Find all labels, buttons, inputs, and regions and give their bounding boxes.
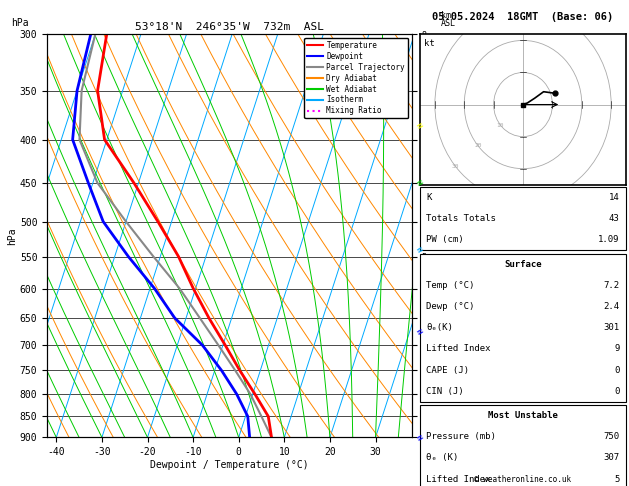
- Text: 5: 5: [615, 474, 620, 484]
- Text: 43: 43: [609, 214, 620, 223]
- Text: 2.4: 2.4: [604, 302, 620, 311]
- Text: Temp (°C): Temp (°C): [426, 281, 475, 290]
- Text: Lifted Index: Lifted Index: [426, 345, 491, 353]
- Text: Surface: Surface: [504, 260, 542, 269]
- Bar: [420, 254, 626, 401]
- Text: θₑ (K): θₑ (K): [426, 453, 459, 462]
- Text: © weatheronline.co.uk: © weatheronline.co.uk: [474, 474, 572, 484]
- Text: hPa: hPa: [11, 18, 28, 28]
- Text: 14: 14: [609, 193, 620, 202]
- Text: 1.09: 1.09: [598, 235, 620, 244]
- Y-axis label: hPa: hPa: [7, 227, 17, 244]
- Text: 0: 0: [615, 365, 620, 375]
- Text: 301: 301: [604, 323, 620, 332]
- Text: CIN (J): CIN (J): [426, 387, 464, 396]
- Text: 05.05.2024  18GMT  (Base: 06): 05.05.2024 18GMT (Base: 06): [432, 12, 614, 22]
- Text: 9: 9: [615, 345, 620, 353]
- Text: ≡: ≡: [415, 326, 425, 338]
- Bar: [420, 187, 626, 250]
- Text: θₑ(K): θₑ(K): [426, 323, 454, 332]
- Legend: Temperature, Dewpoint, Parcel Trajectory, Dry Adiabat, Wet Adiabat, Isotherm, Mi: Temperature, Dewpoint, Parcel Trajectory…: [304, 38, 408, 119]
- Text: Totals Totals: Totals Totals: [426, 214, 496, 223]
- Text: kt: kt: [425, 38, 435, 48]
- Text: PW (cm): PW (cm): [426, 235, 464, 244]
- Text: 1: 1: [621, 283, 624, 289]
- Text: ≡: ≡: [415, 177, 425, 189]
- Text: 10: 10: [497, 122, 504, 128]
- Text: km
ASL: km ASL: [441, 11, 456, 28]
- Text: ≡: ≡: [415, 244, 425, 256]
- Text: 30: 30: [452, 164, 459, 169]
- Text: 750: 750: [604, 433, 620, 441]
- Text: Lifted Index: Lifted Index: [426, 474, 491, 484]
- Text: CAPE (J): CAPE (J): [426, 365, 469, 375]
- Text: ≡: ≡: [415, 432, 425, 443]
- Bar: [420, 405, 626, 486]
- Text: Dewp (°C): Dewp (°C): [426, 302, 475, 311]
- Text: K: K: [426, 193, 431, 202]
- Text: 307: 307: [604, 453, 620, 462]
- X-axis label: Dewpoint / Temperature (°C): Dewpoint / Temperature (°C): [150, 460, 309, 470]
- Text: ≡: ≡: [415, 121, 425, 132]
- Text: 0: 0: [615, 387, 620, 396]
- Title: 53°18'N  246°35'W  732m  ASL: 53°18'N 246°35'W 732m ASL: [135, 22, 324, 32]
- Text: 7.2: 7.2: [604, 281, 620, 290]
- Text: 20: 20: [474, 143, 482, 148]
- Text: Pressure (mb): Pressure (mb): [426, 433, 496, 441]
- Text: Most Unstable: Most Unstable: [488, 411, 558, 420]
